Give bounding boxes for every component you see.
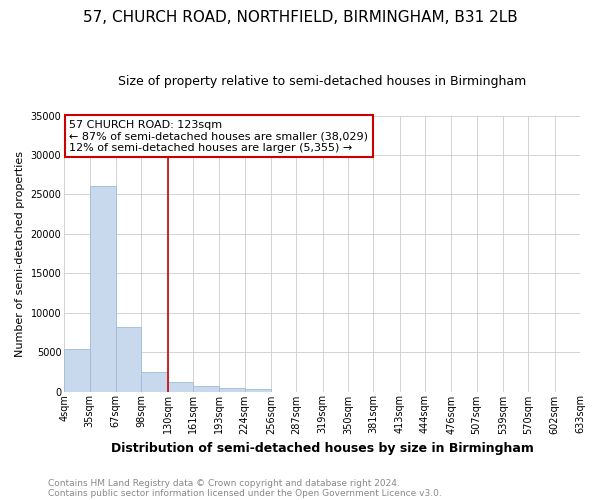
Bar [89,186,116,392]
Bar [64,349,89,392]
Text: 57 CHURCH ROAD: 123sqm
← 87% of semi-detached houses are smaller (38,029)
12% of: 57 CHURCH ROAD: 123sqm ← 87% of semi-det… [70,120,368,153]
Bar [193,386,219,392]
Bar [167,382,193,392]
Bar [116,327,141,392]
Bar [245,389,271,392]
Text: Contains HM Land Registry data © Crown copyright and database right 2024.: Contains HM Land Registry data © Crown c… [48,478,400,488]
Y-axis label: Number of semi-detached properties: Number of semi-detached properties [15,150,25,356]
X-axis label: Distribution of semi-detached houses by size in Birmingham: Distribution of semi-detached houses by … [110,442,533,455]
Bar [141,372,167,392]
Text: Contains public sector information licensed under the Open Government Licence v3: Contains public sector information licen… [48,488,442,498]
Title: Size of property relative to semi-detached houses in Birmingham: Size of property relative to semi-detach… [118,75,526,88]
Text: 57, CHURCH ROAD, NORTHFIELD, BIRMINGHAM, B31 2LB: 57, CHURCH ROAD, NORTHFIELD, BIRMINGHAM,… [83,10,517,25]
Bar [219,388,245,392]
